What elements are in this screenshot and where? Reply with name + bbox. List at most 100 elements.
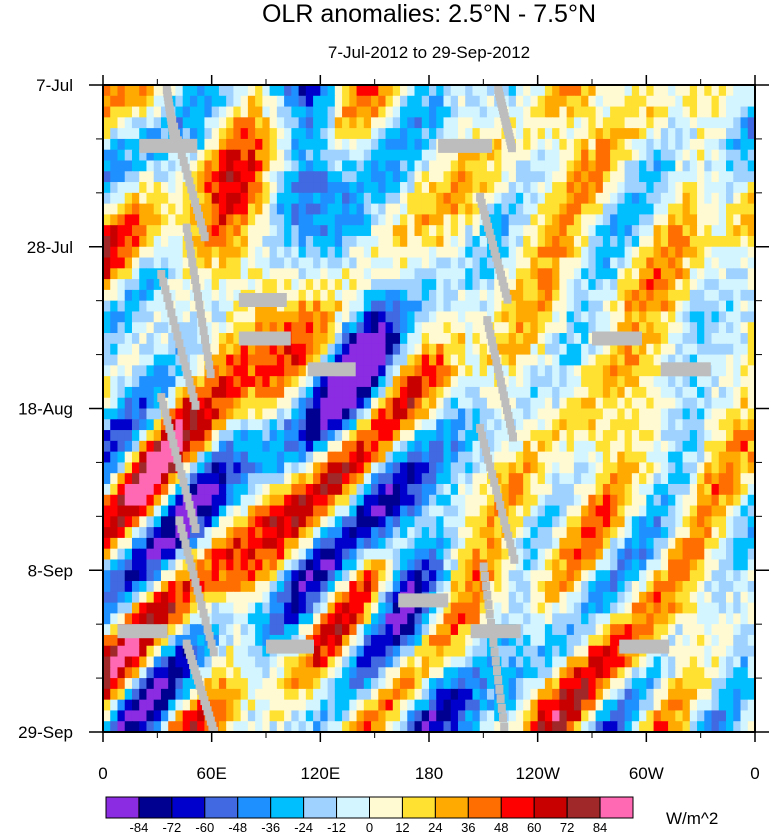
heatmap-cell — [479, 483, 488, 496]
heatmap-cell — [682, 85, 691, 97]
heatmap-cell — [429, 106, 437, 118]
heatmap-cell — [479, 494, 488, 507]
heatmap-cell — [523, 203, 532, 215]
heatmap-cell — [450, 430, 459, 442]
heatmap-cell — [639, 182, 647, 194]
heatmap-cell — [189, 128, 198, 140]
heatmap-cell — [131, 591, 140, 604]
heatmap-cell — [197, 192, 206, 205]
heatmap-cell — [233, 634, 242, 647]
heatmap-cell — [255, 591, 263, 604]
heatmap-cell — [204, 408, 213, 420]
heatmap-cell — [697, 322, 705, 334]
heatmap-cell — [573, 527, 582, 539]
heatmap-cell — [269, 386, 278, 399]
heatmap-cell — [400, 95, 408, 108]
heatmap-cell — [472, 171, 481, 183]
heatmap-cell — [544, 494, 553, 507]
heatmap-cell — [320, 128, 329, 140]
heatmap-cell — [581, 106, 589, 118]
heatmap-cell — [320, 246, 329, 259]
heatmap-cell — [726, 160, 734, 172]
heatmap-cell — [349, 171, 358, 183]
heatmap-cell — [581, 225, 589, 237]
heatmap-cell — [189, 235, 198, 248]
heatmap-cell — [668, 462, 676, 474]
heatmap-cell — [131, 257, 140, 269]
heatmap-cell — [400, 645, 408, 658]
heatmap-cell — [407, 397, 416, 410]
heatmap-cell — [718, 570, 727, 582]
heatmap-cell — [457, 397, 466, 410]
heatmap-cell — [305, 570, 314, 582]
heatmap-cell — [320, 483, 329, 496]
heatmap-cell — [255, 376, 263, 388]
heatmap-cell — [284, 95, 292, 108]
heatmap-cell — [392, 300, 401, 313]
heatmap-cell — [660, 333, 669, 345]
heatmap-cell — [668, 473, 676, 485]
heatmap-cell — [523, 182, 532, 194]
heatmap-cell — [255, 505, 263, 517]
heatmap-cell — [631, 149, 640, 162]
heatmap-cell — [581, 408, 589, 420]
heatmap-cell — [342, 160, 350, 172]
heatmap-cell — [675, 138, 684, 151]
heatmap-cell — [240, 440, 249, 453]
heatmap-cell — [218, 602, 227, 614]
heatmap-cell — [682, 516, 691, 528]
heatmap-cell — [226, 289, 234, 302]
heatmap-cell — [414, 408, 423, 420]
heatmap-cell — [559, 570, 568, 582]
heatmap-cell — [139, 149, 148, 162]
heatmap-cell — [146, 505, 155, 517]
heatmap-cell — [276, 128, 285, 140]
heatmap-cell — [139, 559, 148, 571]
heatmap-cell — [573, 235, 582, 248]
heatmap-cell — [160, 246, 169, 259]
heatmap-cell — [733, 537, 742, 550]
heatmap-cell — [486, 386, 495, 399]
heatmap-cell — [320, 171, 329, 183]
heatmap-cell — [465, 246, 474, 259]
heatmap-cell — [139, 548, 148, 561]
heatmap-cell — [479, 645, 488, 658]
heatmap-cell — [247, 667, 256, 679]
heatmap-cell — [465, 591, 474, 604]
heatmap-cell — [689, 333, 698, 345]
heatmap-cell — [465, 537, 474, 550]
heatmap-cell — [124, 451, 133, 464]
heatmap-cell — [160, 257, 169, 269]
heatmap-cell — [472, 559, 481, 571]
heatmap-cell — [168, 386, 177, 399]
heatmap-cell — [204, 397, 213, 410]
heatmap-cell — [363, 462, 372, 474]
heatmap-cell — [197, 95, 206, 108]
heatmap-cell — [646, 516, 655, 528]
heatmap-cell — [733, 419, 742, 431]
heatmap-cell — [675, 613, 684, 625]
heatmap-cell — [334, 289, 343, 302]
heatmap-cell — [631, 462, 640, 474]
heatmap-cell — [508, 397, 517, 410]
heatmap-cell — [494, 235, 503, 248]
heatmap-cell — [660, 343, 669, 356]
heatmap-cell — [349, 128, 358, 140]
heatmap-cell — [617, 343, 626, 356]
heatmap-cell — [465, 376, 474, 388]
heatmap-cell — [131, 430, 140, 442]
heatmap-cell — [530, 634, 539, 647]
heatmap-cell — [501, 645, 510, 658]
heatmap-cell — [740, 624, 749, 636]
heatmap-cell — [226, 311, 234, 323]
heatmap-cell — [385, 160, 394, 172]
heatmap-cell — [211, 192, 220, 205]
heatmap-cell — [124, 397, 133, 410]
heatmap-cell — [552, 408, 560, 420]
heatmap-cell — [552, 117, 560, 129]
heatmap-cell — [313, 279, 321, 291]
heatmap-cell — [103, 505, 111, 517]
heatmap-cell — [233, 376, 242, 388]
heatmap-cell — [131, 235, 140, 248]
heatmap-cell — [559, 235, 568, 248]
